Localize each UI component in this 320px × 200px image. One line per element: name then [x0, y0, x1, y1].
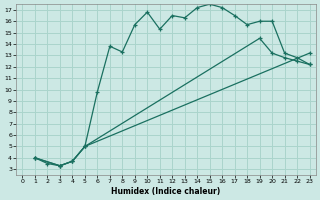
- X-axis label: Humidex (Indice chaleur): Humidex (Indice chaleur): [111, 187, 221, 196]
